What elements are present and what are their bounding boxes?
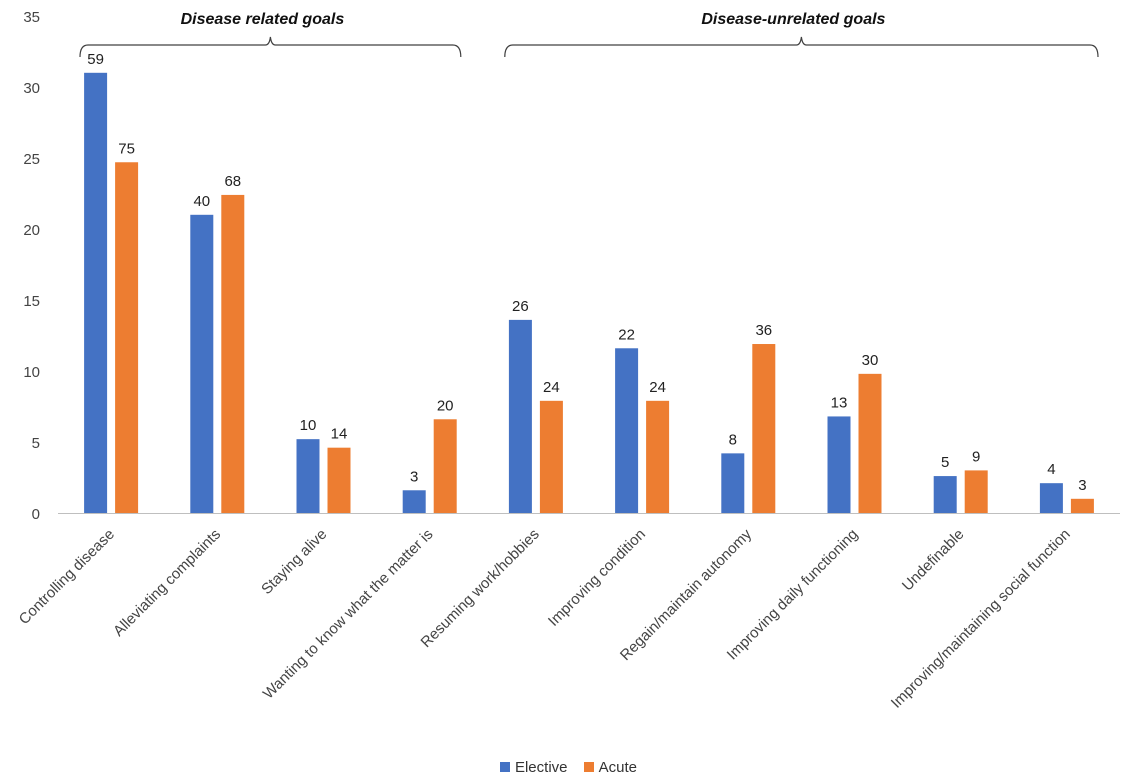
- x-tick-label: Staying alive: [258, 526, 330, 598]
- data-label-acute: 9: [972, 448, 980, 465]
- data-label-acute: 24: [649, 379, 666, 396]
- bar-acute: [964, 470, 988, 513]
- legend-label-acute: Acute: [598, 759, 638, 776]
- data-label-elective: 26: [512, 298, 529, 315]
- bar-elective: [190, 214, 214, 514]
- y-tick-label: 20: [23, 222, 40, 239]
- bar-acute: [752, 344, 776, 513]
- bar-acute: [539, 400, 563, 513]
- x-tick-label: Wanting to know what the matter is: [260, 526, 437, 703]
- data-label-elective: 8: [729, 431, 737, 448]
- y-tick-label: 5: [32, 435, 40, 452]
- legend-label-elective: Elective: [514, 759, 568, 776]
- y-tick-label: 15: [23, 293, 40, 310]
- bar-elective: [1039, 483, 1063, 513]
- data-label-acute: 3: [1078, 477, 1086, 494]
- data-label-acute: 36: [755, 322, 772, 339]
- bar-elective: [721, 453, 745, 513]
- y-tick-label: 10: [23, 364, 40, 381]
- legend-swatch-elective: [499, 762, 510, 772]
- x-tick-label: Improving/maintaining social function: [888, 526, 1074, 712]
- y-tick-label: 25: [23, 151, 40, 168]
- data-label-elective: 59: [87, 51, 104, 68]
- data-label-elective: 4: [1047, 461, 1055, 478]
- data-label-elective: 13: [831, 394, 848, 411]
- data-label-elective: 40: [193, 193, 210, 210]
- data-label-elective: 5: [941, 454, 949, 471]
- data-label-elective: 22: [618, 326, 635, 343]
- bar-elective: [827, 416, 851, 513]
- bar-acute: [858, 373, 882, 513]
- bar-elective: [508, 319, 532, 513]
- data-label-acute: 14: [331, 426, 348, 443]
- group-label: Disease-unrelated goals: [701, 11, 885, 28]
- group-bracket: [79, 36, 462, 58]
- data-label-acute: 24: [543, 379, 560, 396]
- legend-item-acute: Acute: [583, 759, 638, 776]
- y-tick-label: 0: [32, 506, 40, 523]
- y-tick-label: 35: [23, 9, 40, 26]
- x-tick-label: Resuming work/hobbies: [418, 526, 543, 651]
- group-brackets: Disease related goals Disease-unrelated g…: [79, 11, 1099, 58]
- x-tick-label: Alleviating complaints: [110, 526, 224, 640]
- bar-acute: [115, 162, 139, 513]
- y-axis: 0 5 10 15 20 25 30 35: [23, 9, 40, 523]
- group-bracket: [504, 36, 1099, 58]
- data-label-elective: 3: [410, 468, 418, 485]
- bar-elective: [933, 476, 957, 513]
- legend-item-elective: Elective: [499, 759, 568, 776]
- bar-acute: [433, 419, 457, 513]
- group-label: Disease related goals: [181, 11, 345, 28]
- bars: [84, 72, 1094, 514]
- bar-elective: [296, 439, 320, 513]
- x-tick-label: Controlling disease: [16, 526, 118, 628]
- y-tick-label: 30: [23, 80, 40, 97]
- legend: Elective Acute: [0, 759, 1137, 776]
- bar-elective: [84, 72, 108, 514]
- data-label-acute: 20: [437, 397, 454, 414]
- bar-acute: [221, 194, 245, 514]
- bar-elective: [615, 348, 639, 513]
- x-tick-label: Improving condition: [545, 526, 649, 630]
- x-tick-label: Undefinable: [899, 526, 968, 595]
- bar-acute: [646, 400, 670, 513]
- data-label-acute: 68: [224, 173, 241, 190]
- bar-acute: [1070, 498, 1094, 513]
- legend-swatch-acute: [583, 762, 594, 772]
- bar-elective: [402, 490, 426, 513]
- data-label-elective: 10: [300, 417, 317, 434]
- data-label-acute: 30: [862, 352, 879, 369]
- data-label-acute: 75: [118, 140, 135, 157]
- bar-acute: [327, 447, 351, 513]
